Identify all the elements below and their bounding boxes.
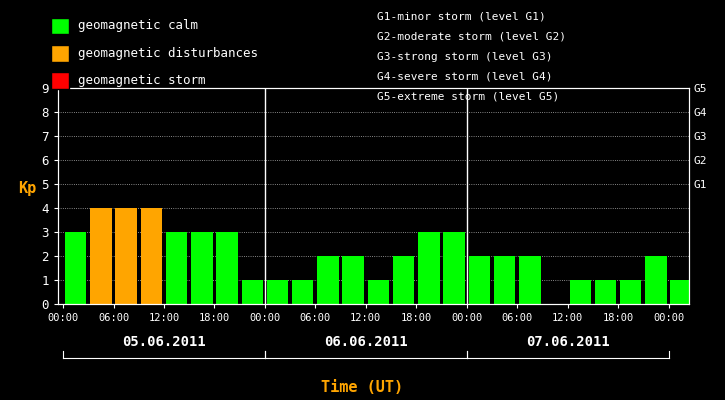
Bar: [519, 256, 541, 304]
Text: G4-severe storm (level G4): G4-severe storm (level G4): [377, 72, 552, 82]
Bar: [368, 280, 389, 304]
Text: G1-minor storm (level G1): G1-minor storm (level G1): [377, 12, 546, 22]
Text: 06.06.2011: 06.06.2011: [324, 335, 407, 349]
Bar: [468, 256, 490, 304]
Bar: [570, 280, 591, 304]
Bar: [141, 208, 162, 304]
Text: geomagnetic calm: geomagnetic calm: [78, 20, 199, 32]
Bar: [393, 256, 415, 304]
Text: 05.06.2011: 05.06.2011: [122, 335, 206, 349]
Bar: [166, 232, 187, 304]
Bar: [671, 280, 692, 304]
Text: G2-moderate storm (level G2): G2-moderate storm (level G2): [377, 32, 566, 42]
Bar: [645, 256, 667, 304]
Bar: [620, 280, 642, 304]
Bar: [65, 232, 86, 304]
Bar: [216, 232, 238, 304]
Text: geomagnetic storm: geomagnetic storm: [78, 74, 206, 87]
Bar: [444, 232, 465, 304]
Bar: [115, 208, 137, 304]
Bar: [318, 256, 339, 304]
Bar: [241, 280, 263, 304]
Bar: [342, 256, 364, 304]
Bar: [90, 208, 112, 304]
Text: geomagnetic disturbances: geomagnetic disturbances: [78, 47, 258, 60]
Text: 07.06.2011: 07.06.2011: [526, 335, 610, 349]
Bar: [191, 232, 212, 304]
Text: Time (UT): Time (UT): [321, 380, 404, 396]
Text: G5-extreme storm (level G5): G5-extreme storm (level G5): [377, 92, 559, 102]
Bar: [267, 280, 289, 304]
Bar: [494, 256, 515, 304]
Bar: [418, 232, 439, 304]
Y-axis label: Kp: Kp: [18, 181, 37, 196]
Bar: [292, 280, 313, 304]
Bar: [594, 280, 616, 304]
Text: G3-strong storm (level G3): G3-strong storm (level G3): [377, 52, 552, 62]
